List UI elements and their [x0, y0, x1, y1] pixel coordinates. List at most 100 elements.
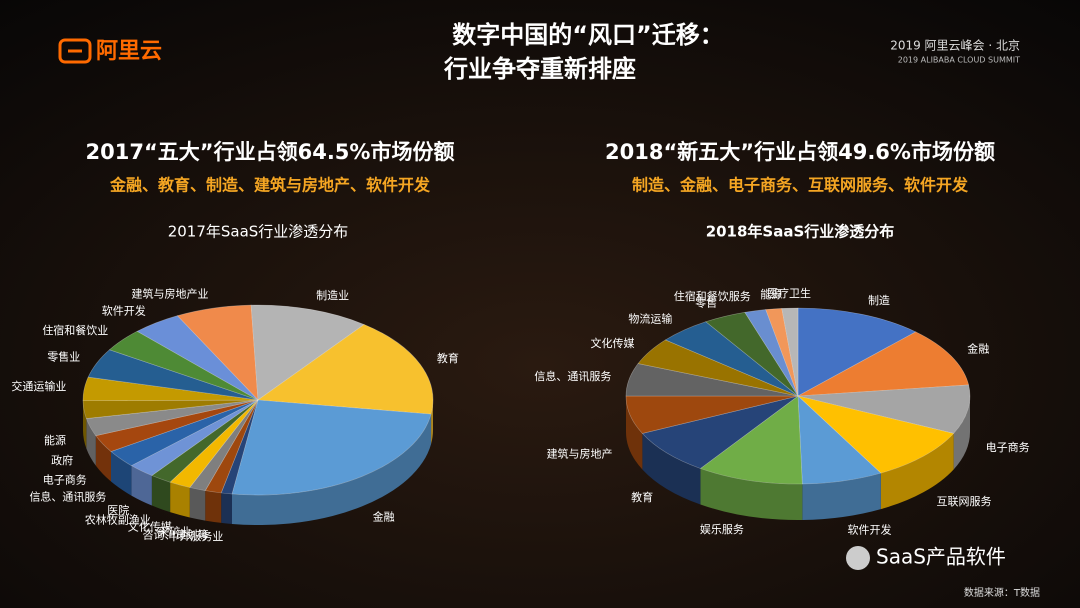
pie-slice-side: [95, 435, 111, 482]
section-heading: 2017“五大”行业占领64.5%市场份额: [86, 140, 455, 164]
watermark: SaaS产品软件: [876, 545, 1006, 569]
pie-slice: [705, 311, 799, 397]
slice-label: 中介服务业: [168, 530, 223, 543]
pie-slice-side: [953, 396, 970, 470]
pie-slice: [108, 330, 259, 401]
slice-label: 住宿和餐饮服务: [674, 289, 751, 303]
slice-label: 建筑与房地产业: [132, 287, 209, 301]
slice-label: 制造: [868, 293, 890, 307]
pie-slice-side: [86, 418, 96, 466]
pie-slice: [797, 331, 970, 397]
slice-label: 建筑与房地产: [547, 446, 613, 460]
pie-slice: [220, 399, 259, 495]
slice-label: 软件开发: [102, 303, 146, 317]
pie-slice: [797, 307, 917, 397]
pie-slice-side: [880, 433, 954, 510]
pie-slice-side: [221, 492, 233, 524]
pie-slice-side: [205, 490, 222, 523]
slice-label: 制造业: [316, 288, 349, 302]
pie-slice: [231, 399, 432, 496]
pie-slice-side: [232, 414, 432, 526]
slice-label: 信息、通讯服务: [29, 489, 106, 503]
slice-label: 教育: [631, 490, 653, 504]
slice-label: 电子商务: [43, 472, 87, 486]
pie-slice: [637, 339, 799, 397]
pie-slice: [765, 308, 799, 397]
pie-slice: [797, 395, 882, 485]
slice-label: 金融: [373, 510, 395, 524]
pie-slice: [744, 309, 799, 397]
slide-title: 行业争夺重新排座: [443, 55, 636, 83]
pie-slice: [625, 395, 799, 434]
slice-label: 零售业: [47, 350, 80, 364]
pie-slice: [699, 395, 803, 485]
slice-label: 能源: [44, 433, 66, 447]
pie-slice-side: [170, 482, 190, 518]
pie-slice: [250, 304, 365, 401]
pie-slice: [664, 321, 799, 397]
pie-slice: [130, 399, 259, 476]
slice-label: 咨询、策划等: [143, 527, 209, 541]
slice-label: 金融: [967, 342, 989, 356]
pie-slice-side: [110, 451, 132, 496]
slice-label: 文化传媒: [590, 336, 634, 350]
slice-label: 交通运输业: [11, 379, 66, 393]
pie-slice: [781, 307, 799, 397]
pies: 建筑与房地产业 制造业教育金融中介服务业咨询、策划等采矿业文化传媒农林牧副渔业医院…: [11, 286, 1029, 543]
pie-slice-side: [83, 400, 87, 449]
pie-slice: [85, 399, 259, 437]
slice-label: 采矿业: [158, 525, 191, 538]
pie-slice: [95, 399, 259, 452]
pie-slice: [796, 395, 955, 474]
pie-slice: [87, 349, 259, 401]
slice-label: 教育: [437, 351, 459, 365]
slice-label: 信息、通讯服务: [534, 369, 611, 383]
slide-title: 数字中国的“风口”迁移：: [452, 21, 724, 49]
slice-label: 零售: [695, 296, 717, 310]
section-subtitle: 制造、金融、电子商务、互联网服务、软件开发: [632, 176, 969, 195]
slice-label: 物流运输: [628, 311, 672, 325]
pie-slice: [151, 399, 259, 483]
pie-slice-side: [700, 468, 803, 520]
slice-label: 农林牧副渔业: [85, 513, 151, 527]
slice-label: 能源: [760, 287, 782, 301]
pie-slice: [189, 399, 259, 491]
pie-slice-side: [151, 475, 171, 513]
slice-label: 软件开发: [848, 522, 892, 536]
slice-label: 医疗卫生: [767, 286, 811, 300]
pie-slice-side: [626, 396, 643, 470]
pie-slice: [257, 324, 434, 415]
pie-slice-side: [642, 433, 701, 505]
slice-label: 医院: [107, 503, 129, 517]
pie-slice-side: [189, 487, 206, 521]
pie-slice: [110, 399, 259, 466]
pie-slice: [82, 376, 259, 402]
slice-label: 住宿和餐饮业: [42, 323, 108, 337]
chart-title: 2017年SaaS行业渗透分布: [168, 223, 349, 241]
pie-slice: [176, 304, 259, 401]
slice-label: 电子商务: [986, 440, 1030, 454]
logo-text: 阿里云: [96, 39, 162, 64]
pie-slice: [169, 399, 259, 488]
slice-label: 互联网服务: [937, 495, 992, 508]
event-name-en: 2019 ALIBABA CLOUD SUMMIT: [898, 56, 1020, 65]
section-subtitle: 金融、教育、制造、建筑与房地产、软件开发: [109, 176, 431, 195]
event-name: 2019 阿里云峰会 · 北京: [890, 39, 1020, 53]
slice-label: 娱乐服务: [700, 522, 744, 536]
pie-slice: [641, 395, 799, 469]
pie-slice-side: [802, 473, 881, 520]
pie-slice-side: [131, 465, 152, 506]
slice-label: 政府: [51, 453, 73, 467]
wechat-icon: [846, 546, 870, 570]
source-note: 数据来源：T数据: [964, 586, 1040, 599]
pie-slice: [797, 384, 971, 434]
slice-label: 文化传媒: [128, 520, 172, 534]
chart-title: 2018年SaaS行业渗透分布: [706, 223, 895, 241]
pie-slice-side: [431, 400, 433, 445]
pie-slice: [625, 363, 799, 397]
logo-icon: [58, 38, 92, 64]
section-heading: 2018“新五大”行业占领49.6%市场份额: [605, 140, 995, 164]
pie-slice: [136, 315, 259, 401]
